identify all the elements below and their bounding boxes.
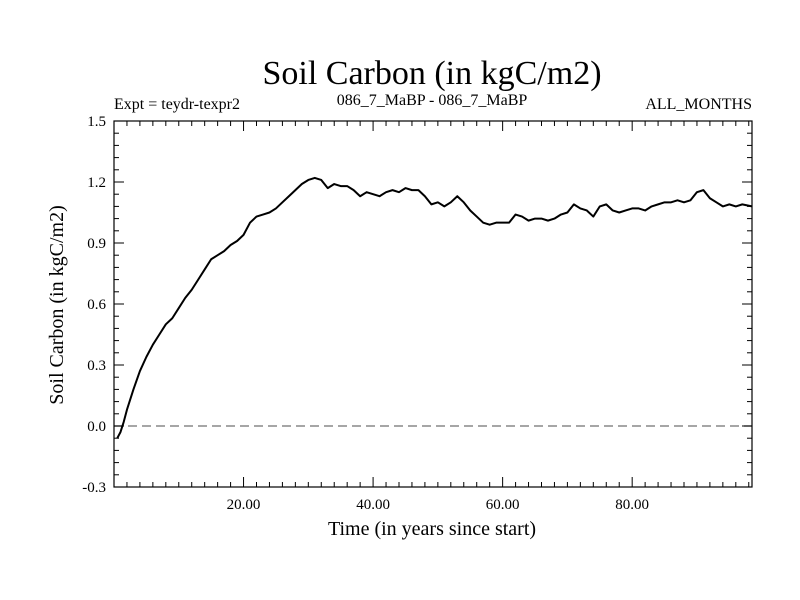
x-axis-label: Time (in years since start) [328, 518, 536, 540]
y-tick-label: 1.2 [87, 175, 106, 191]
y-axis-label: Soil Carbon (in kgC/m2) [46, 205, 68, 404]
y-tick-label: 0.0 [87, 419, 106, 435]
y-tick-label: 0.9 [87, 236, 106, 252]
chart-subtitle-center: 086_7_MaBP - 086_7_MaBP [337, 92, 528, 109]
series-line-1 [116, 176, 753, 439]
chart-subtitle-right: ALL_MONTHS [645, 96, 752, 113]
y-tick-label: 1.5 [87, 114, 106, 130]
y-tick-label: 0.3 [87, 358, 106, 374]
y-tick-label: -0.3 [82, 480, 106, 496]
plot-area-frame [113, 120, 753, 488]
x-tick-label: 20.00 [227, 497, 261, 513]
y-tick-label: 0.6 [87, 297, 106, 313]
chart-subtitle-left: Expt = teydr-texpr2 [114, 96, 240, 113]
chart-title: Soil Carbon (in kgC/m2) [262, 55, 601, 92]
x-tick-label: 40.00 [356, 497, 390, 513]
x-tick-label: 80.00 [615, 497, 649, 513]
x-tick-label: 60.00 [486, 497, 520, 513]
